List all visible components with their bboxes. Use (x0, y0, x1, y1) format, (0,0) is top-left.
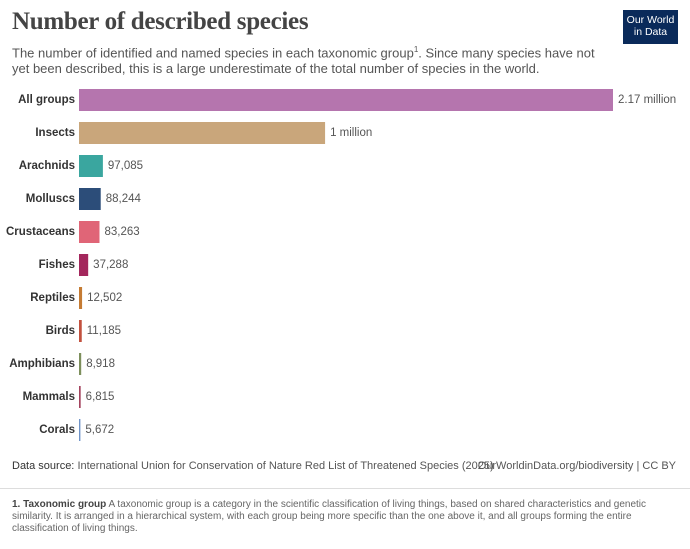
value-label: 11,185 (87, 325, 121, 337)
value-label: 88,244 (106, 193, 142, 205)
chart-title: Number of described species (12, 8, 309, 35)
subtitle-text: . Since many species have not yet been d… (12, 45, 595, 77)
bar (79, 155, 103, 177)
category-label: Insects (35, 127, 75, 139)
bar (79, 419, 81, 441)
source-text: International Union for Conservation of … (77, 460, 494, 472)
category-label: Corals (39, 424, 75, 436)
footnote-ref: 1 (413, 45, 419, 54)
value-label: 6,815 (86, 391, 115, 403)
bar (79, 287, 83, 309)
value-label: 12,502 (87, 292, 122, 304)
category-label: Crustaceans (6, 226, 75, 238)
value-label: 83,263 (104, 226, 139, 238)
footnote-text: A taxonomic group is a category in the s… (12, 499, 647, 534)
subtitle-text: The number of identified and named speci… (12, 45, 414, 61)
bar (79, 254, 89, 276)
bar (79, 221, 100, 243)
logo-line: Our World (626, 14, 675, 26)
chart: All groups 2.17 million Insects 1 million Ar… (6, 89, 676, 441)
value-label: 2.17 million (618, 94, 676, 106)
value-label: 37,288 (93, 259, 128, 271)
logo-line: in Data (633, 26, 668, 38)
bar (79, 386, 81, 408)
value-label: 1 million (330, 127, 372, 139)
category-label: Mammals (23, 391, 75, 403)
footnote-title: 1. Taxonomic group (12, 499, 107, 510)
value-label: 97,085 (108, 160, 143, 172)
category-label: Fishes (39, 259, 75, 271)
category-label: All groups (18, 94, 75, 106)
source: Data source: International Union for Con… (12, 460, 494, 472)
category-label: Amphibians (9, 358, 75, 370)
bar (79, 320, 82, 342)
bar (79, 188, 101, 210)
category-label: Arachnids (19, 160, 75, 172)
logo[interactable]: Our World in Data (623, 10, 678, 44)
value-label: 8,918 (86, 358, 115, 370)
bar (79, 89, 613, 111)
site-link: OurWorldinData.org/biodiversity | CC BY (477, 460, 676, 472)
value-label: 5,672 (85, 424, 114, 436)
footnote: 1. Taxonomic group A taxonomic group is … (12, 499, 672, 535)
source-label: Data source: (12, 460, 75, 472)
divider (0, 488, 690, 489)
bar (79, 122, 326, 144)
category-label: Birds (46, 325, 75, 337)
category-label: Molluscs (26, 193, 75, 205)
category-label: Reptiles (30, 292, 75, 304)
bar (79, 353, 82, 375)
chart-subtitle: The number of identified and named speci… (12, 42, 602, 77)
